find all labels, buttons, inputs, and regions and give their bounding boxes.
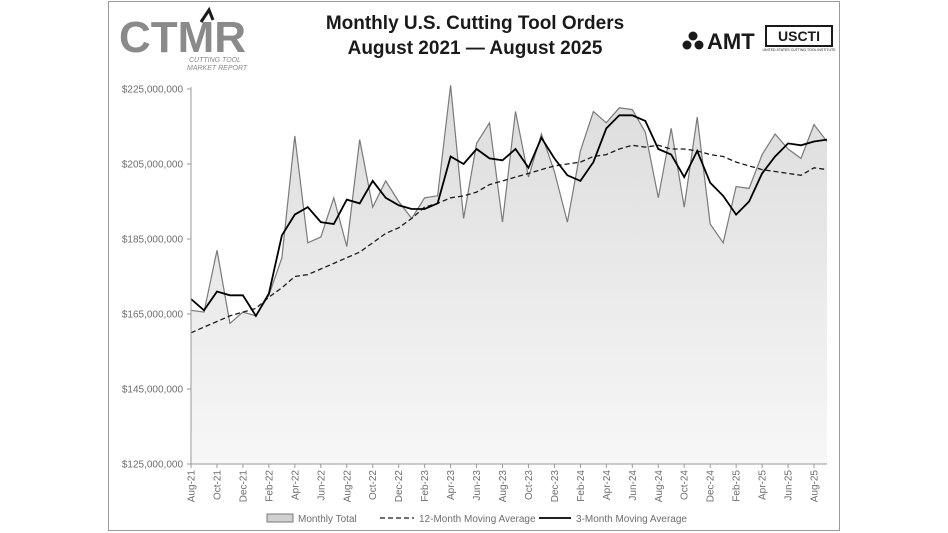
- monthly-total-area: [191, 85, 827, 465]
- y-tick-label: $225,000,000: [122, 85, 184, 96]
- x-tick-label: Jun-22: [316, 470, 327, 501]
- ctmr-sub-line1: CUTTING TOOL: [189, 57, 241, 64]
- x-tick-label: Dec-22: [394, 470, 405, 503]
- x-tick-label: Oct-23: [524, 470, 535, 500]
- legend-label-12-month: 12-Month Moving Average: [419, 514, 536, 525]
- x-tick-label: Feb-23: [420, 470, 431, 502]
- x-tick-label: Jun-25: [784, 470, 795, 501]
- uscti-logo: USCTI UNITED STATES CUTTING TOOL INSTITU…: [763, 25, 837, 52]
- x-tick-label: Aug-21: [187, 470, 198, 503]
- x-tick-label: Feb-25: [732, 470, 743, 502]
- chart-title-line1: Monthly U.S. Cutting Tool Orders: [326, 13, 624, 34]
- x-tick-label: Aug-24: [654, 470, 665, 503]
- x-tick-label: Oct-21: [212, 470, 223, 500]
- legend: Monthly Total 12-Month Moving Average 3-…: [266, 513, 687, 525]
- x-tick-label: Oct-24: [680, 470, 691, 500]
- x-tick-label: Jun-24: [628, 470, 639, 501]
- x-tick-label: Feb-22: [264, 470, 275, 502]
- chart-frame: CTMR CUTTING TOOL MARKET REPORT Monthly …: [108, 1, 840, 531]
- y-tick-label: $185,000,000: [122, 235, 184, 246]
- y-tick-label: $165,000,000: [122, 310, 184, 321]
- moving-average-3-line: [190, 114, 828, 318]
- x-tick-label: Aug-25: [810, 470, 821, 503]
- moving-average-12-line: [190, 144, 828, 334]
- monthly-total-line: [190, 85, 828, 325]
- x-tick-label: Dec-24: [706, 470, 717, 503]
- amt-triangle-icon: [682, 31, 704, 50]
- x-tick-label: Aug-22: [342, 470, 353, 503]
- x-tick-label: Dec-23: [550, 470, 561, 503]
- x-ticks: Aug-21 Oct-21 Dec-21 Feb-22 Apr-22 Jun-22 Aug-…: [187, 464, 821, 502]
- ctmr-logo-text: CTMR: [119, 13, 246, 62]
- uscti-logo-subtext: UNITED STATES CUTTING TOOL INSTITUTE: [763, 48, 837, 52]
- chart-title-line2: August 2021 — August 2025: [348, 38, 603, 59]
- x-tick-label: Aug-23: [498, 470, 509, 503]
- legend-label-3-month: 3-Month Moving Average: [576, 514, 687, 525]
- ctmr-logo: CTMR CUTTING TOOL MARKET REPORT: [119, 6, 248, 72]
- y-ticks: $125,000,000 $145,000,000 $165,000,000 $185…: [122, 85, 191, 471]
- plot-area: $125,000,000 $145,000,000 $165,000,000 $185…: [122, 85, 828, 502]
- ctmr-sub-line2: MARKET REPORT: [187, 65, 248, 72]
- y-tick-label: $205,000,000: [122, 160, 184, 171]
- x-tick-label: Apr-23: [446, 470, 457, 500]
- x-tick-label: Dec-21: [238, 470, 249, 503]
- x-tick-label: Oct-22: [368, 470, 379, 500]
- x-tick-label: Feb-24: [576, 470, 587, 502]
- x-tick-label: Jun-23: [472, 470, 483, 501]
- chart-svg: CTMR CUTTING TOOL MARKET REPORT Monthly …: [119, 6, 837, 525]
- legend-swatch-monthly-total: [266, 513, 294, 523]
- x-tick-label: Apr-25: [758, 470, 769, 500]
- amt-logo: AMT: [682, 29, 755, 54]
- x-tick-label: Apr-24: [602, 470, 613, 500]
- uscti-logo-text: USCTI: [778, 28, 820, 44]
- y-tick-label: $145,000,000: [122, 385, 184, 396]
- legend-label-monthly-total: Monthly Total: [298, 514, 357, 525]
- x-tick-label: Apr-22: [290, 470, 301, 500]
- amt-logo-text: AMT: [707, 29, 755, 54]
- y-tick-label: $125,000,000: [122, 460, 184, 471]
- ctmr-arrow-icon: [199, 6, 215, 23]
